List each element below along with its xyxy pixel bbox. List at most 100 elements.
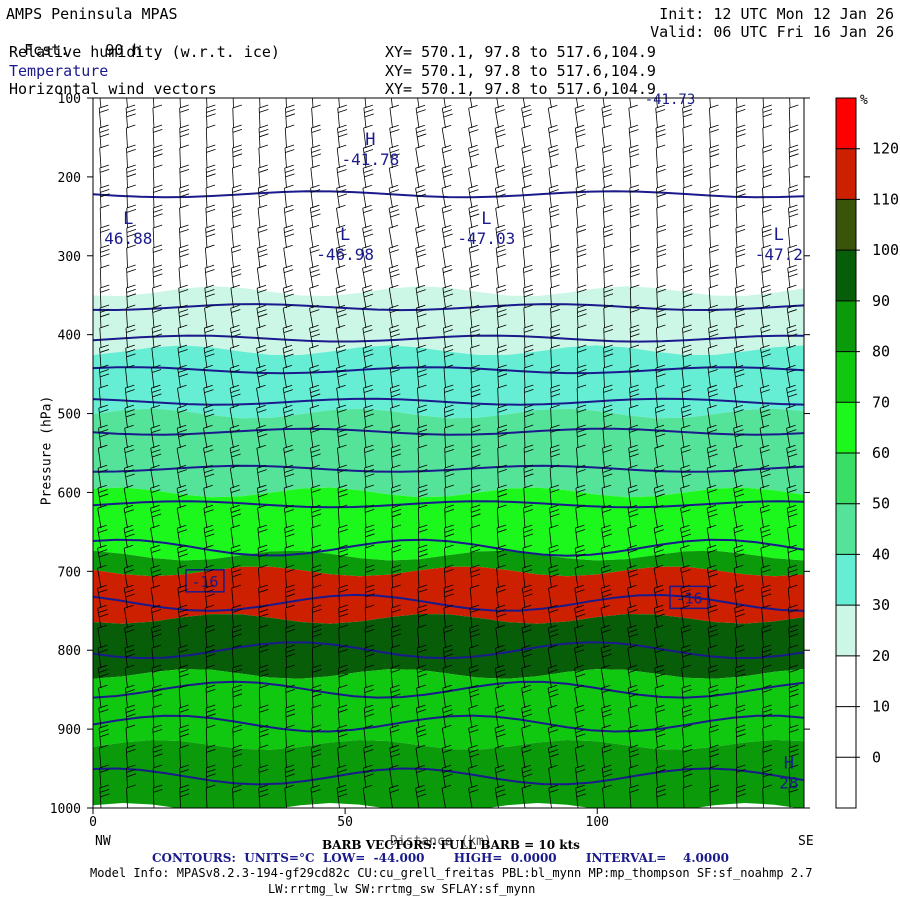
wind-barb (205, 164, 216, 189)
wind-barb (364, 564, 375, 589)
wind-barb (442, 684, 453, 709)
wind-barb (97, 584, 108, 609)
wind-barb (98, 724, 110, 749)
wind-barb (497, 364, 508, 389)
wind-barb (707, 604, 718, 629)
wind-barb (284, 744, 295, 769)
wind-barb (786, 464, 796, 489)
wind-barb (284, 764, 295, 789)
wind-barb (311, 524, 321, 549)
wind-barb (177, 324, 188, 349)
wind-barb (362, 784, 373, 808)
wind-barb (230, 264, 242, 289)
wind-barb (762, 684, 772, 709)
wind-barb (680, 604, 691, 629)
wind-barb (232, 704, 242, 729)
wind-barb (627, 564, 639, 589)
wind-barb (176, 504, 187, 529)
wind-barb (363, 404, 374, 429)
wind-barb (177, 364, 189, 389)
wind-barb (601, 104, 613, 129)
wind-barb (708, 724, 719, 749)
wind-barb (204, 584, 215, 609)
wind-barb (734, 344, 745, 369)
wind-barb (601, 124, 612, 149)
wind-barb (126, 224, 137, 249)
wind-barb (205, 184, 216, 209)
wind-barb (574, 684, 584, 709)
wind-barb (229, 464, 240, 489)
wind-barb (230, 524, 241, 549)
wind-barb (258, 724, 269, 749)
wind-barb (284, 544, 295, 569)
wind-barb (654, 684, 665, 709)
wind-barb (576, 304, 587, 329)
wind-barb (258, 144, 268, 169)
rh-band (93, 550, 804, 577)
wind-barb (759, 444, 770, 469)
wind-barb (470, 484, 481, 509)
wind-barb (601, 524, 612, 549)
wind-barb (417, 484, 428, 509)
y-tick-label: 200 (58, 171, 81, 186)
wind-barb (152, 124, 163, 149)
wind-barb (310, 784, 321, 808)
wind-barb (415, 204, 425, 229)
wind-barb (417, 404, 428, 429)
wind-barb (680, 524, 692, 549)
wind-barb (709, 184, 720, 209)
wind-barb (680, 424, 691, 449)
wind-barb (627, 604, 638, 629)
wind-barb (415, 164, 426, 189)
extremum-letter: H (784, 753, 794, 773)
wind-barb (788, 124, 799, 149)
wind-barb (150, 524, 160, 549)
wind-barb (761, 244, 771, 269)
wind-barb (126, 184, 136, 209)
wind-barb (151, 664, 162, 689)
wind-barb (574, 644, 585, 669)
x-end-right: SE (798, 834, 814, 849)
wind-barb (547, 644, 558, 669)
wind-barb (495, 604, 507, 629)
wind-barb (311, 564, 322, 589)
wind-barb (682, 324, 692, 349)
wind-barb (338, 604, 349, 629)
wind-barb (521, 644, 533, 669)
y-tick-label: 600 (58, 486, 81, 501)
wind-barb (786, 304, 797, 329)
wind-barb (256, 364, 268, 389)
wind-barb (124, 424, 134, 449)
wind-barb (576, 364, 587, 389)
wind-barb (681, 684, 692, 709)
wind-barb (338, 664, 349, 689)
wind-barb (629, 224, 640, 249)
wind-barb (362, 264, 373, 289)
wind-barb (706, 524, 717, 549)
wind-barb (627, 644, 637, 669)
wind-barb (468, 164, 478, 189)
wind-barb (603, 264, 614, 289)
wind-barb (495, 204, 505, 229)
wind-barb (441, 764, 453, 789)
wind-barb (655, 144, 666, 169)
wind-barb (682, 744, 693, 769)
wind-barb (99, 204, 110, 229)
wind-barb (654, 644, 665, 669)
wind-barb (602, 164, 613, 189)
wind-barb (417, 584, 428, 609)
wind-barb (364, 624, 375, 649)
colorbar-swatch (836, 148, 856, 200)
barb-caption: BARB VECTORS: FULL BARB = 10 kts (322, 838, 580, 852)
wind-barb (548, 764, 558, 789)
wind-barb (337, 684, 348, 709)
wind-barb (655, 744, 665, 769)
wind-barb (547, 724, 559, 749)
wind-barb (282, 304, 293, 329)
rh-band (93, 408, 804, 498)
wind-barb (204, 304, 214, 329)
wind-barb (629, 364, 640, 389)
wind-barb (152, 724, 163, 749)
y-tick-label: 400 (58, 329, 81, 344)
wind-barb (575, 484, 586, 509)
